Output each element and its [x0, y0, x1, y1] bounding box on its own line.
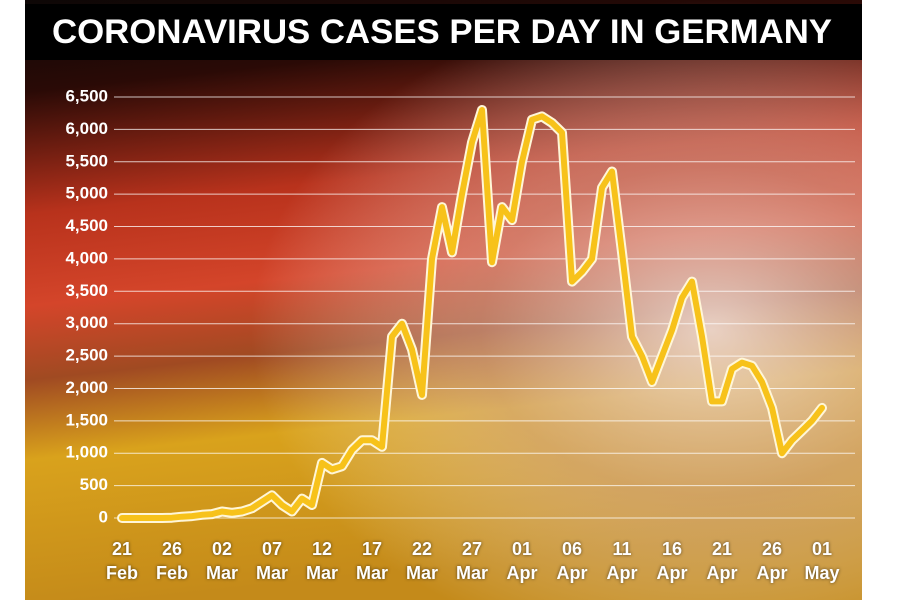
- x-tick-label: 01 Apr: [506, 539, 538, 583]
- x-tick-label: 26 Feb: [155, 539, 188, 583]
- y-tick-label: 0: [99, 507, 108, 526]
- y-tick-label: 2,000: [65, 378, 108, 397]
- x-tick-label: 01 May: [804, 539, 840, 583]
- y-tick-label: 500: [80, 475, 108, 494]
- y-tick-label: 1,500: [65, 410, 108, 429]
- y-tick-label: 3,000: [65, 313, 108, 332]
- x-tick-label: 26 Apr: [756, 539, 788, 583]
- y-tick-label: 1,000: [65, 443, 108, 462]
- y-tick-label: 5,500: [65, 151, 108, 170]
- x-tick-label: 21 Feb: [105, 539, 138, 583]
- x-tick-label: 22 Mar: [405, 539, 438, 583]
- x-tick-label: 12 Mar: [305, 539, 338, 583]
- x-tick-label: 21 Apr: [706, 539, 738, 583]
- y-tick-label: 6,000: [65, 119, 108, 138]
- y-tick-label: 4,500: [65, 216, 108, 235]
- chart-title: CORONAVIRUS CASES PER DAY IN GERMANY: [52, 13, 832, 51]
- photo-overlay: [25, 0, 862, 600]
- y-tick-label: 3,500: [65, 281, 108, 300]
- y-tick-label: 4,000: [65, 248, 108, 267]
- x-tick-label: 17 Mar: [355, 539, 388, 583]
- y-tick-label: 6,500: [65, 86, 108, 105]
- x-tick-label: 07 Mar: [255, 539, 288, 583]
- x-tick-label: 16 Apr: [656, 539, 688, 583]
- x-tick-label: 06 Apr: [556, 539, 588, 583]
- x-tick-label: 11 Apr: [606, 539, 638, 583]
- title-band: [25, 4, 862, 60]
- x-tick-label: 02 Mar: [205, 539, 238, 583]
- y-tick-label: 2,500: [65, 346, 108, 365]
- x-tick-label: 27 Mar: [455, 539, 488, 583]
- line: [119, 107, 825, 521]
- y-tick-label: 5,000: [65, 184, 108, 203]
